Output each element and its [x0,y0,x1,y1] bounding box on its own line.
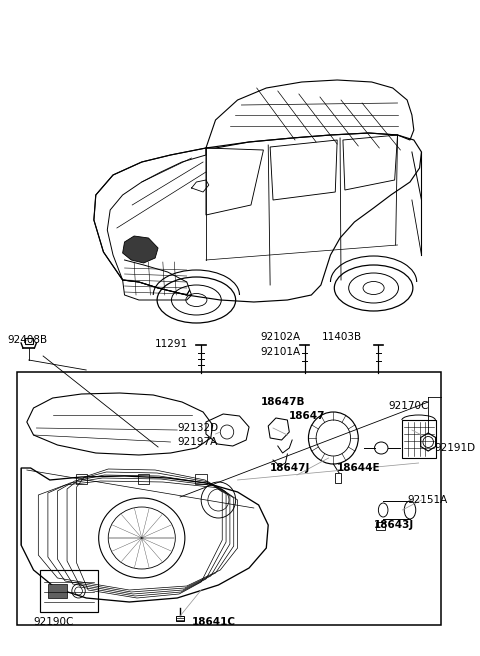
Text: 18641C: 18641C [192,617,236,627]
Text: 92151A: 92151A [407,495,447,505]
Bar [335,473,341,483]
Bar [25,338,33,344]
Text: 18643J: 18643J [373,520,414,530]
Bar [76,474,87,484]
Text: 92190C: 92190C [34,617,74,627]
Text: 92102A: 92102A [261,332,300,342]
Text: 92170C: 92170C [388,401,428,411]
Text: 92191D: 92191D [434,443,475,453]
Text: 92408B: 92408B [8,335,48,345]
Text: 92101A: 92101A [261,347,300,357]
Text: 11291: 11291 [155,339,188,349]
Text: 11403B: 11403B [322,332,362,342]
Polygon shape [122,236,158,263]
Bar [195,474,207,484]
Bar [48,584,67,598]
Bar [138,474,149,484]
Bar [402,420,436,458]
Text: 18647J: 18647J [270,463,311,473]
Text: 18644E: 18644E [337,463,381,473]
Text: 18647: 18647 [289,411,326,421]
Text: 92197A: 92197A [177,437,217,447]
Text: 92132D: 92132D [177,423,218,433]
Bar [375,522,385,530]
Bar [176,616,184,621]
Text: 18647B: 18647B [261,397,305,407]
Bar [17,372,441,625]
Bar [40,570,98,612]
